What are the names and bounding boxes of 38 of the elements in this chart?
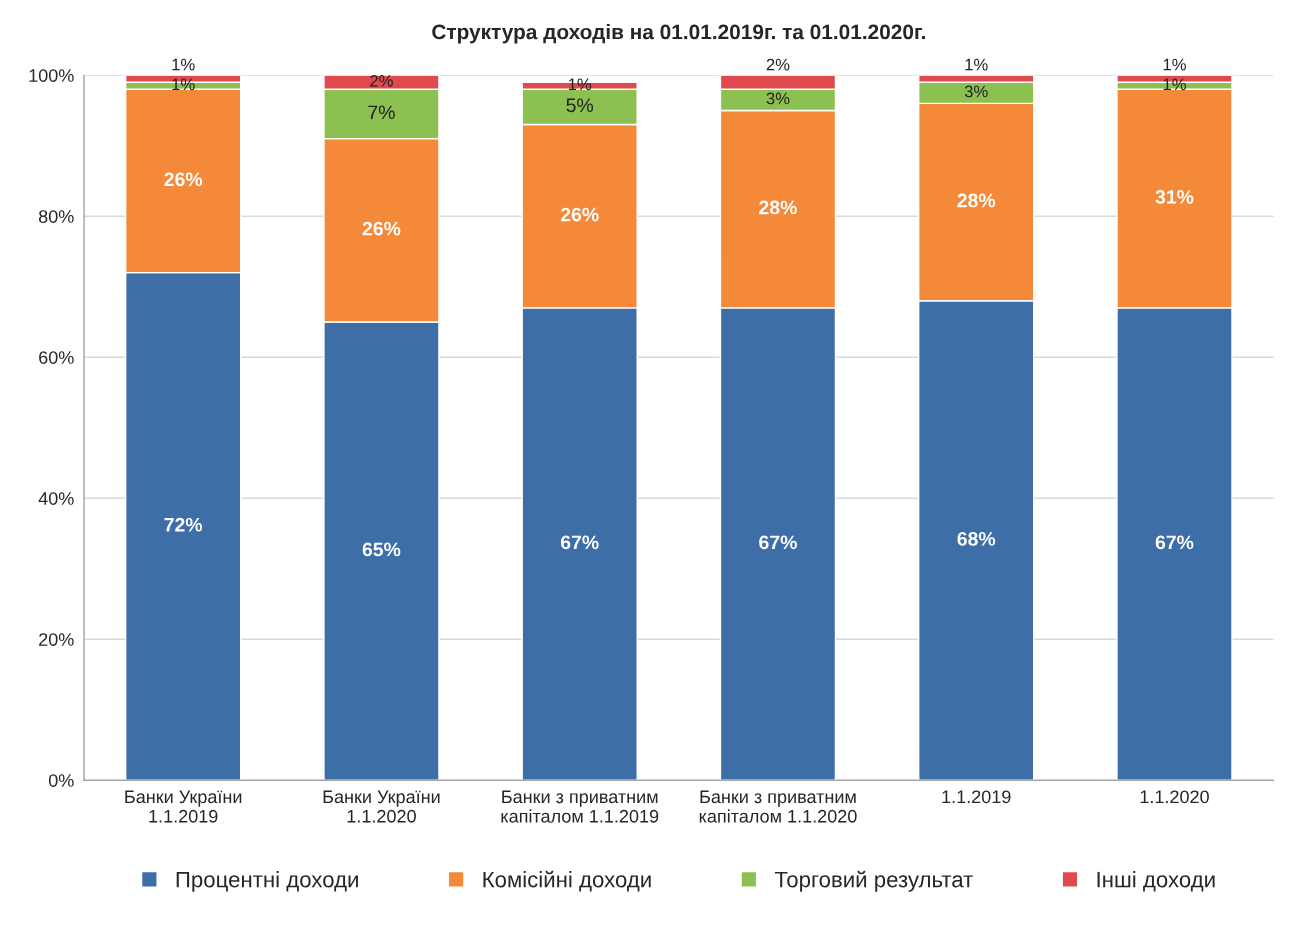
- data-label: 26%: [362, 221, 401, 236]
- data-label: 1%: [172, 58, 195, 71]
- legend-label: Інші доходи: [1097, 871, 1215, 892]
- chart-title: Структура доходів на 01.01.2019г. та 01.01.2020г.: [432, 23, 925, 44]
- legend-label: Торговий результат: [774, 870, 973, 892]
- y-tick-label: 100%: [29, 69, 74, 82]
- data-label: 5%: [566, 98, 594, 113]
- data-label: 67%: [560, 535, 599, 550]
- x-tick-label: Банки України 1.1.2020: [323, 790, 440, 823]
- y-tick-label: 40%: [38, 492, 74, 505]
- data-label: 31%: [1155, 190, 1194, 204]
- data-label: 2%: [766, 58, 790, 71]
- data-label: 1%: [1163, 58, 1186, 71]
- y-tick-label: 80%: [38, 210, 74, 223]
- data-label: 7%: [368, 105, 395, 120]
- y-tick-label: 20%: [39, 633, 74, 646]
- legend-label: Комісійні доходи: [483, 870, 651, 892]
- x-tick-label: 1.1.2020: [1140, 790, 1209, 804]
- data-label: 26%: [560, 207, 599, 222]
- data-label: 68%: [957, 531, 996, 546]
- data-label: 67%: [1155, 535, 1194, 550]
- x-tick-label: Банки України 1.1.2019: [125, 790, 242, 823]
- data-label: 65%: [362, 542, 401, 557]
- data-label: 28%: [957, 193, 996, 208]
- y-tick-label: 0%: [48, 774, 74, 787]
- data-label: 72%: [164, 517, 203, 532]
- data-label: 3%: [766, 92, 790, 105]
- x-tick-label: 1.1.2019: [942, 790, 1011, 804]
- data-label: 67%: [759, 535, 797, 550]
- data-label: 28%: [759, 200, 797, 215]
- x-tick-label: Банки з приватним капіталом 1.1.2019: [501, 790, 659, 823]
- x-tick-label: Банки з приватним капіталом 1.1.2020: [699, 790, 857, 823]
- data-label: 26%: [164, 172, 203, 187]
- y-tick-label: 60%: [39, 351, 74, 364]
- data-label: 1%: [965, 58, 988, 71]
- data-label: 3%: [964, 85, 988, 98]
- legend-label: Процентні доходи: [176, 871, 358, 892]
- data-label: 2%: [370, 74, 393, 87]
